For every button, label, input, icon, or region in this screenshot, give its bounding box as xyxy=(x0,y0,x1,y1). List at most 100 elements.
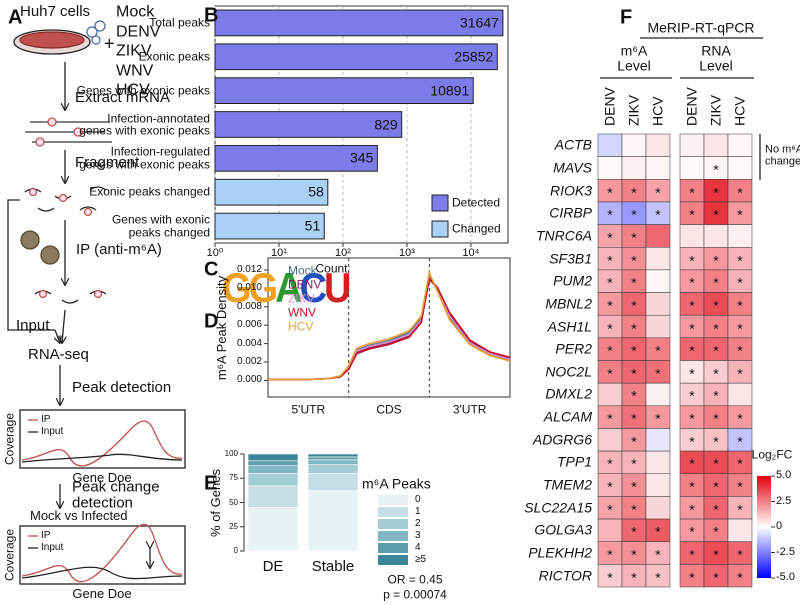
row-label: NOC2L xyxy=(545,363,592,380)
x-tick-label: Stable xyxy=(311,558,355,576)
annotation: OR = 0.45 xyxy=(387,572,443,587)
legend-label: ZIKV xyxy=(288,291,315,306)
legend-label: Input xyxy=(41,425,64,437)
significance-mark: * xyxy=(655,546,661,563)
row-label: GOLGA3 xyxy=(534,522,592,539)
significance-mark: * xyxy=(689,274,695,291)
significance-mark: * xyxy=(689,184,695,201)
annotation: p = 0.00074 xyxy=(383,587,447,602)
row-label: PER2 xyxy=(555,340,592,357)
significance-mark: * xyxy=(689,342,695,359)
significance-mark: * xyxy=(713,388,719,405)
heatmap-cell xyxy=(645,224,671,248)
condition: DENV xyxy=(116,23,161,41)
significance-mark: * xyxy=(689,297,695,314)
heatmap-cell xyxy=(727,224,753,248)
legend-label: HCV xyxy=(288,319,314,334)
significance-mark: * xyxy=(737,456,743,473)
significance-mark: * xyxy=(689,365,695,382)
plus: + xyxy=(104,33,115,54)
column-label: DENV xyxy=(683,87,700,126)
significance-mark: * xyxy=(689,524,695,541)
y-tick-label: 0.006 xyxy=(236,318,262,330)
row-label: SLC22A15 xyxy=(524,499,592,516)
bar-segment xyxy=(307,473,359,492)
significance-mark: * xyxy=(655,524,661,541)
significance-mark: * xyxy=(631,297,637,314)
column-label: DENV xyxy=(601,87,618,126)
heatmap-cell xyxy=(645,496,671,520)
significance-mark: * xyxy=(655,569,661,586)
significance-mark: * xyxy=(631,410,637,427)
bar-segment xyxy=(307,459,359,465)
significance-mark: * xyxy=(689,320,695,337)
significance-mark: * xyxy=(737,206,743,223)
group-label: RNA Level xyxy=(699,42,733,73)
y-tick-label: 0.008 xyxy=(236,300,262,312)
row-label: RICTOR xyxy=(538,567,592,584)
plot-frame xyxy=(267,257,511,398)
heatmap-cell xyxy=(645,247,671,271)
value-label: 25852 xyxy=(454,48,494,65)
significance-mark: * xyxy=(631,320,637,337)
axis-label: m⁶A Peak Density xyxy=(214,275,230,380)
significance-mark: * xyxy=(631,546,637,563)
panel-label: F xyxy=(620,6,633,29)
bar-segment xyxy=(247,485,299,508)
row-label: TPP1 xyxy=(556,454,592,471)
row-label: ASH1L xyxy=(547,318,592,335)
y-tick-label: 0.010 xyxy=(236,282,262,294)
axis-label: Gene Doe xyxy=(72,586,132,602)
row-label: PLEKHH2 xyxy=(528,544,592,561)
heatmap-cell xyxy=(645,428,671,452)
legend-label: 2 xyxy=(415,517,421,529)
workflow-graphics xyxy=(7,20,763,585)
heatmap-cell xyxy=(621,133,647,157)
region-label: 3'UTR xyxy=(452,402,487,417)
significance-mark: * xyxy=(713,501,719,518)
value-label: 10891 xyxy=(430,82,470,99)
category-label: Total peaks xyxy=(149,15,210,30)
legend-swatch xyxy=(378,519,408,529)
significance-mark: * xyxy=(737,297,743,314)
heatmap-cell xyxy=(645,564,671,588)
note: No m⁶A change xyxy=(765,143,800,167)
colorbar-tick-label: 2.5 xyxy=(776,494,792,507)
significance-mark: * xyxy=(713,252,719,269)
density-line xyxy=(268,269,511,381)
significance-mark: * xyxy=(689,388,695,405)
significance-mark: * xyxy=(607,320,613,337)
y-tick-label: 0 xyxy=(233,545,238,555)
x-tick-label: 10¹ xyxy=(271,247,287,260)
significance-mark: * xyxy=(737,252,743,269)
significance-mark: * xyxy=(607,410,613,427)
axis-label: Count xyxy=(315,261,348,276)
bar xyxy=(214,144,378,172)
row-label: RIOK3 xyxy=(549,182,592,199)
legend-label: Changed xyxy=(452,221,501,236)
input-label: Input xyxy=(16,317,50,335)
row-label: CIRBP xyxy=(549,204,592,221)
significance-mark: * xyxy=(631,252,637,269)
significance-mark: * xyxy=(689,478,695,495)
legend-swatch xyxy=(378,555,408,565)
legend-label: 0 xyxy=(415,493,421,505)
significance-mark: * xyxy=(689,501,695,518)
significance-mark: * xyxy=(631,388,637,405)
x-tick-label: 10⁰ xyxy=(206,247,224,260)
y-tick-label: 0.000 xyxy=(236,374,262,386)
significance-mark: * xyxy=(713,274,719,291)
significance-mark: * xyxy=(631,229,637,246)
significance-mark: * xyxy=(607,456,613,473)
heatmap-cell xyxy=(727,382,753,407)
bar-segment xyxy=(307,490,359,552)
bar xyxy=(214,212,325,240)
legend-label: Input xyxy=(41,541,64,553)
category-label: Infection-regulated genes with exonic pe… xyxy=(79,144,210,172)
y-tick-label: 0.012 xyxy=(236,263,262,275)
legend-label: IP xyxy=(41,529,51,541)
column-label: ZIKV xyxy=(707,94,724,126)
heatmap-cell xyxy=(645,450,671,475)
heatmap-cell xyxy=(727,133,753,157)
significance-mark: * xyxy=(713,297,719,314)
